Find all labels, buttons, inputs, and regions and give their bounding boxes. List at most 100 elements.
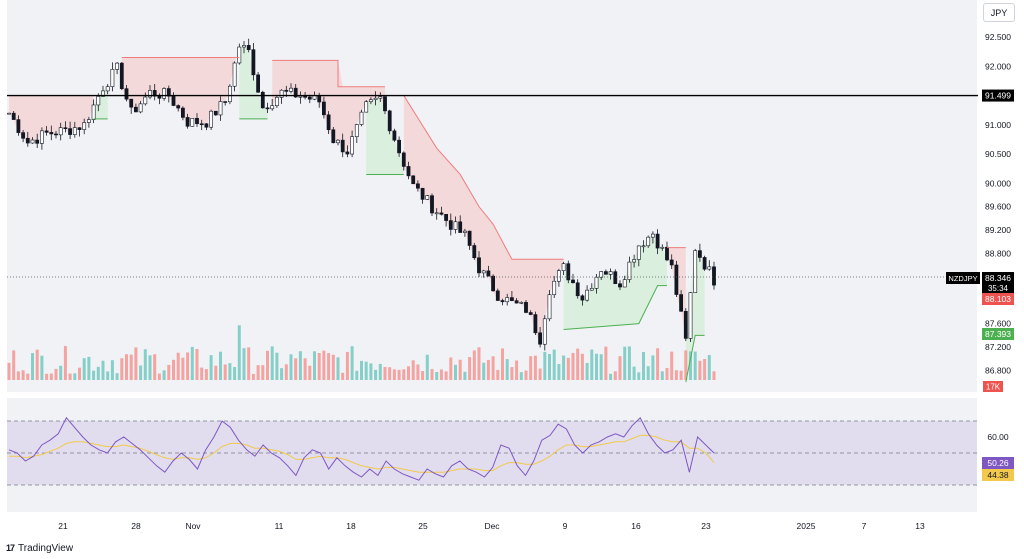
price-tick-label: 88.800 (985, 248, 1011, 258)
rsi-tick-label: 60.00 (987, 432, 1009, 442)
candle-body (336, 139, 340, 144)
candle-body (25, 137, 30, 144)
candle-body (134, 106, 138, 113)
hline-price-text: 91.499 (985, 91, 1011, 101)
candle-body (162, 88, 167, 99)
volume-bar (703, 359, 707, 380)
volume-bar (519, 372, 523, 380)
volume-bar (186, 352, 190, 380)
candle-body (190, 118, 195, 127)
candle-body (138, 103, 143, 113)
candle-body (265, 107, 270, 110)
volume-bar (331, 354, 335, 380)
volume-bar (576, 348, 580, 380)
volume-bar (397, 369, 401, 380)
candle-body (246, 45, 251, 50)
candle-body (439, 212, 444, 215)
volume-bar (289, 354, 293, 380)
candle-body (679, 294, 684, 312)
volume-bar (261, 365, 265, 380)
volume-bar (642, 351, 645, 380)
volume-bar (360, 360, 363, 380)
candle-body (345, 151, 350, 155)
volume-bar (195, 348, 199, 380)
volume-bar (73, 373, 77, 380)
volume-bar (707, 355, 711, 380)
candle-body (542, 318, 547, 345)
volume-bar (618, 356, 622, 380)
candle-body (270, 105, 275, 110)
supertrend-fill-3 (239, 45, 268, 119)
volume-bar (679, 370, 683, 380)
candle-body (293, 87, 298, 98)
volume-bar (388, 367, 392, 380)
volume-bar (31, 353, 34, 380)
volume-bar (233, 367, 237, 380)
volume-bar (557, 364, 561, 380)
volume-bar (270, 346, 274, 380)
volume-bar (167, 364, 171, 380)
volume-bar (63, 346, 67, 380)
candle-body (368, 99, 373, 103)
upper-band-text: 87.393 (985, 329, 1011, 339)
volume-bar (627, 346, 631, 380)
volume-bar (68, 373, 72, 380)
candle-body (364, 101, 369, 113)
candle-body (124, 88, 129, 100)
volume-bar (482, 362, 486, 380)
candle-body (467, 230, 472, 246)
currency-button[interactable]: JPY (983, 3, 1015, 22)
candle-body (185, 117, 190, 127)
time-tick-label: 13 (915, 521, 925, 531)
volume-bar (501, 348, 504, 380)
volume-bar (106, 371, 110, 380)
rsi-ma-line (9, 434, 715, 473)
time-tick-label: Nov (185, 521, 201, 531)
volume-bars (7, 325, 716, 380)
candle-body (481, 270, 486, 274)
candle-body (317, 95, 322, 103)
candle-body (35, 139, 40, 144)
volume-bar (313, 351, 316, 380)
candle-body (603, 271, 608, 275)
candle-body (82, 122, 87, 130)
candle-body (87, 119, 91, 123)
candle-body (528, 312, 533, 315)
volume-bar (674, 370, 678, 380)
supertrend-fills (9, 45, 705, 383)
countdown-text: 35:34 (988, 284, 1009, 293)
candle-body (115, 62, 120, 70)
volume-bar (284, 364, 288, 380)
rsi-pane-bg (7, 398, 977, 512)
rsi-line (8, 416, 715, 481)
volume-bar (256, 365, 260, 380)
volume-bar (214, 365, 218, 380)
volume-bar (190, 346, 194, 380)
volume-bar (355, 370, 359, 380)
volume-bar (45, 373, 49, 380)
candle-body (556, 270, 561, 282)
candle-body (7, 112, 11, 115)
candle-body (232, 62, 237, 87)
supertrend-fill-2 (121, 47, 240, 128)
time-tick-label: 16 (631, 521, 641, 531)
candle-body (462, 230, 467, 233)
volume-bar (157, 373, 161, 380)
candle-body (157, 95, 162, 99)
volume-bar (472, 350, 476, 380)
supertrend-line-7 (563, 285, 667, 330)
candle-body (110, 69, 115, 87)
candle-body (256, 74, 261, 93)
candle-body (77, 127, 82, 130)
candle-body (411, 175, 416, 185)
hline-price-label[interactable]: 91.499 (982, 89, 1014, 102)
volume-bar (435, 372, 439, 380)
volume-bar (402, 369, 406, 380)
candle-body (650, 233, 655, 238)
time-tick-label: 9 (563, 521, 568, 531)
tradingview-watermark[interactable]: 17 TradingView (6, 540, 73, 556)
candle-body (284, 89, 289, 92)
candle-body (105, 86, 110, 92)
candle-body (30, 139, 35, 144)
